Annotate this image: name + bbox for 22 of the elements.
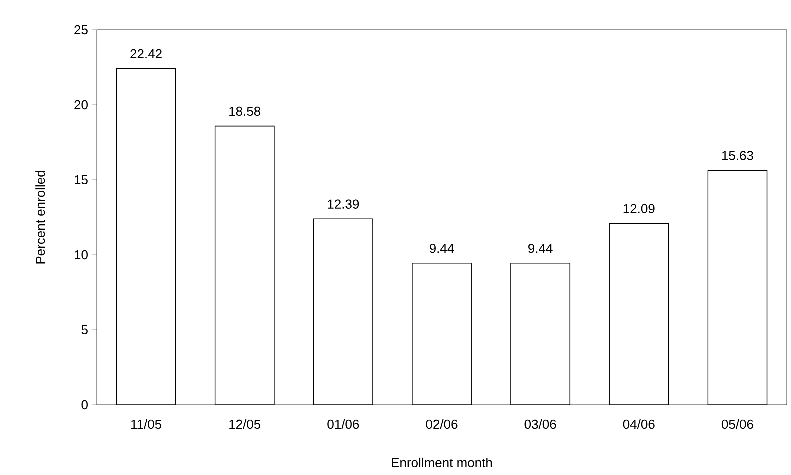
y-tick-label: 10 bbox=[75, 250, 88, 260]
x-tick-label: 11/05 bbox=[131, 420, 162, 430]
y-tick-label: 20 bbox=[74, 100, 88, 110]
x-tick-label: 03/06 bbox=[524, 420, 556, 430]
data-label: 12.09 bbox=[624, 204, 655, 214]
x-axis-title: Enrollment month bbox=[392, 458, 492, 468]
y-axis-title: Percent enrolled bbox=[36, 171, 46, 264]
x-tick-label: 01/06 bbox=[328, 420, 360, 430]
data-label: 9.44 bbox=[430, 244, 454, 254]
y-tick-label: 25 bbox=[74, 25, 88, 35]
data-label: 22.42 bbox=[130, 49, 162, 58]
y-tick-label: 5 bbox=[82, 325, 88, 335]
x-tick-label: 02/06 bbox=[426, 420, 458, 430]
y-tick-label: 15 bbox=[75, 175, 88, 185]
x-tick-label: 05/06 bbox=[722, 420, 754, 430]
data-label: 15.63 bbox=[722, 151, 754, 160]
data-label: 18.58 bbox=[230, 106, 261, 116]
data-label: 12.39 bbox=[328, 200, 360, 209]
x-tick-label: 12/05 bbox=[230, 420, 261, 430]
data-label: 9.44 bbox=[528, 244, 553, 254]
x-tick-label: 04/06 bbox=[623, 420, 655, 430]
y-tick-label: 0 bbox=[82, 400, 88, 410]
